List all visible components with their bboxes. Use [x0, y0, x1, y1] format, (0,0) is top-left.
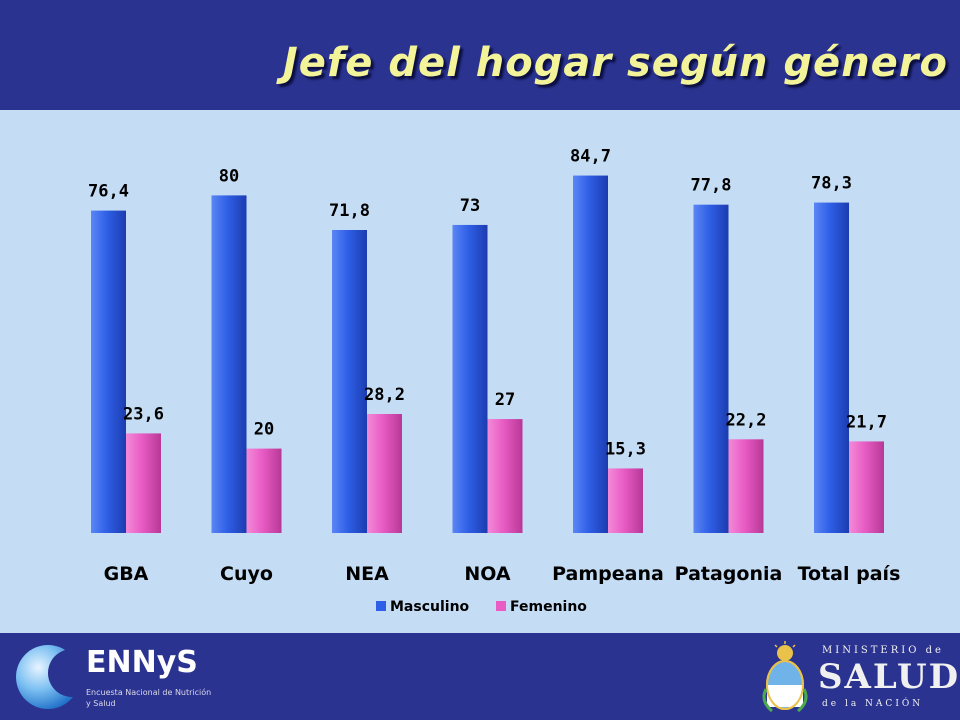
bar-masculino-gba	[91, 210, 126, 533]
bar-femenino-gba	[126, 433, 161, 533]
bar-chart: 76,4 23,6 80 20 71,8 28,2 73 27 84,7 15,3 77,8 22,2…	[88, 147, 901, 615]
bar-masculino-patagonia	[693, 204, 729, 533]
bar-femenino-patagonia	[728, 439, 764, 533]
header-bar: Jefe del hogar según género	[0, 0, 960, 110]
ennys-logo: ENNyS Encuesta Nacional de Nutrición y S…	[14, 641, 214, 713]
value-label-masculino-gba: 76,4	[88, 182, 129, 202]
value-label-femenino-noa: 27	[495, 390, 515, 410]
value-label-masculino-total-pa-s: 78,3	[811, 174, 852, 194]
bar-masculino-noa	[452, 224, 488, 533]
value-label-femenino-gba: 23,6	[123, 404, 164, 424]
footer-bar: ENNyS Encuesta Nacional de Nutrición y S…	[0, 633, 960, 720]
bars-group	[91, 175, 884, 533]
nacion-label: de la NACIÓN	[822, 699, 924, 709]
bar-masculino-cuyo	[211, 195, 247, 533]
category-label-nea: NEA	[345, 563, 389, 585]
ministerio-salud-logo: MINISTERIO de SALUD de la NACIÓN	[758, 639, 958, 715]
bar-femenino-cuyo	[246, 448, 282, 533]
moon-globe-icon	[16, 645, 84, 709]
value-label-femenino-nea: 28,2	[364, 385, 405, 405]
legend: Masculino Femenino	[376, 599, 587, 615]
category-label-pampeana: Pampeana	[552, 563, 664, 585]
bar-masculino-total-pa-s	[814, 202, 849, 533]
category-labels-group: GBA Cuyo NEA NOA Pampeana Patagonia Total país	[104, 563, 901, 585]
bar-masculino-nea	[332, 230, 367, 533]
ennys-wordmark: ENNyS	[86, 645, 198, 680]
value-label-masculino-noa: 73	[460, 196, 480, 216]
legend-label-femenino: Femenino	[510, 599, 587, 615]
coat-of-arms-icon	[762, 641, 808, 713]
ennys-subtitle: Encuesta Nacional de Nutrición y Salud	[86, 688, 212, 708]
ministerio-label: MINISTERIO de	[822, 645, 944, 656]
bar-femenino-total-pa-s	[849, 441, 884, 533]
salud-label: SALUD	[818, 657, 960, 697]
chart-panel: 76,4 23,6 80 20 71,8 28,2 73 27 84,7 15,3 77,8 22,2…	[0, 110, 960, 633]
bar-femenino-pampeana	[608, 468, 643, 533]
category-label-gba: GBA	[104, 563, 149, 585]
slide-title: Jefe del hogar según género	[282, 40, 948, 86]
value-label-masculino-pampeana: 84,7	[570, 147, 611, 167]
value-label-masculino-cuyo: 80	[219, 166, 239, 186]
legend-swatch-femenino	[496, 601, 506, 611]
value-label-femenino-pampeana: 15,3	[605, 439, 646, 459]
category-label-patagonia: Patagonia	[675, 563, 783, 585]
bar-femenino-nea	[367, 413, 402, 533]
category-label-total-pa-s: Total país	[798, 563, 901, 585]
value-label-masculino-patagonia: 77,8	[691, 176, 732, 196]
value-label-femenino-total-pa-s: 21,7	[846, 412, 887, 432]
bar-femenino-noa	[487, 419, 523, 533]
bar-masculino-pampeana	[573, 175, 608, 533]
value-label-femenino-cuyo: 20	[254, 420, 274, 440]
value-label-femenino-patagonia: 22,2	[726, 410, 767, 430]
value-labels-group: 76,4 23,6 80 20 71,8 28,2 73 27 84,7 15,3 77,8 22,2…	[88, 147, 887, 460]
legend-swatch-masculino	[376, 601, 386, 611]
category-label-noa: NOA	[464, 563, 511, 585]
legend-label-masculino: Masculino	[390, 599, 470, 615]
category-label-cuyo: Cuyo	[220, 563, 273, 585]
value-label-masculino-nea: 71,8	[329, 201, 370, 221]
